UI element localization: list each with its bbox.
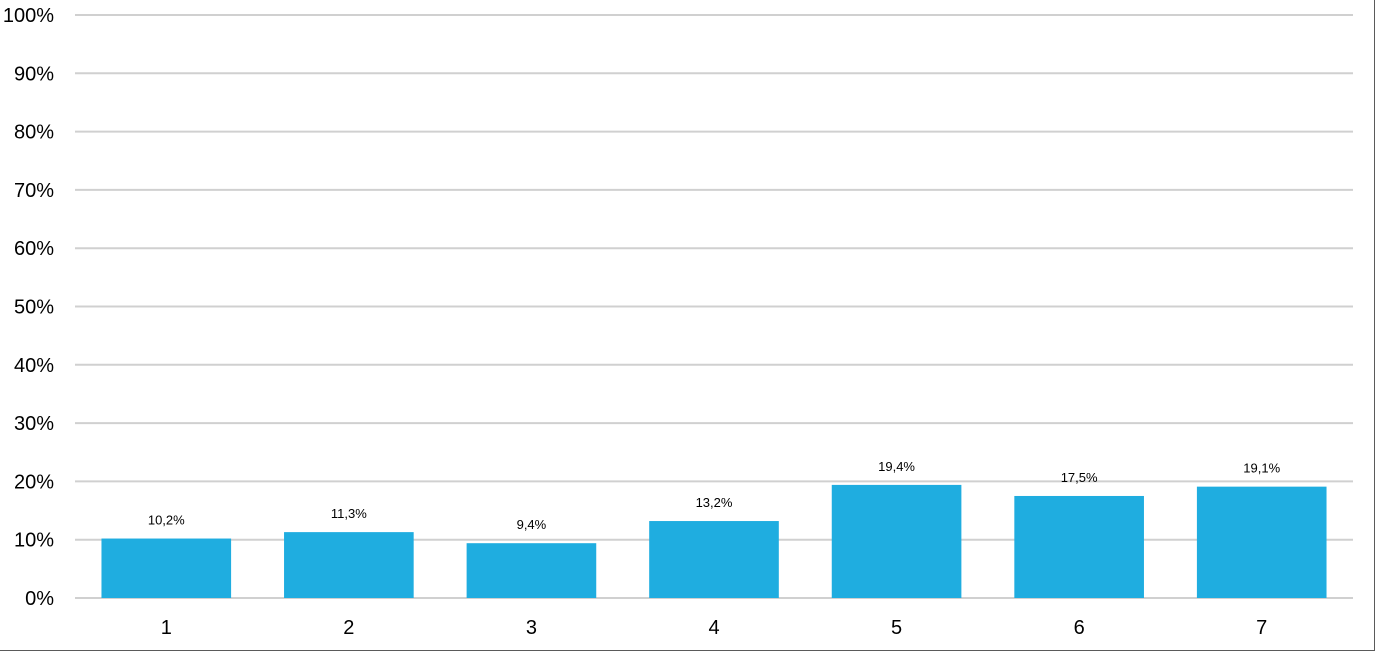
y-axis-ticks: 0% 10% 20% 30% 40% 50% 60% 70% 80% 90% 100%	[3, 5, 54, 610]
x-tick-label: 4	[708, 617, 719, 639]
data-labels: 10,2% 11,3% 9,4% 13,2% 19,4% 17,5% 19,1%	[148, 459, 1281, 532]
data-label: 19,1%	[1243, 461, 1280, 476]
bar-3	[466, 543, 597, 598]
data-label: 10,2%	[148, 513, 185, 528]
y-tick-label: 90%	[14, 63, 54, 85]
y-tick-label: 40%	[14, 355, 54, 377]
x-tick-label: 7	[1256, 617, 1267, 639]
y-tick-label: 100%	[3, 5, 54, 27]
y-tick-label: 50%	[14, 297, 54, 319]
data-label: 13,2%	[696, 495, 733, 510]
bar-1	[101, 538, 232, 598]
gridlines	[75, 14, 1353, 599]
x-tick-label: 6	[1074, 617, 1085, 639]
data-label: 17,5%	[1061, 470, 1098, 485]
x-tick-label: 2	[343, 617, 354, 639]
bar-2	[284, 532, 414, 598]
bars	[101, 484, 1327, 598]
x-tick-label: 3	[526, 617, 537, 639]
bar-5	[831, 484, 962, 598]
bar-6	[1014, 495, 1144, 598]
data-label: 19,4%	[878, 459, 915, 474]
y-tick-label: 0%	[25, 588, 54, 610]
y-tick-label: 70%	[14, 180, 54, 202]
bar-4	[649, 521, 779, 598]
x-tick-label: 5	[891, 617, 902, 639]
y-tick-label: 80%	[14, 122, 54, 144]
data-label: 11,3%	[331, 506, 367, 521]
x-tick-label: 1	[161, 617, 172, 639]
y-tick-label: 60%	[14, 238, 54, 260]
y-tick-label: 20%	[14, 471, 54, 493]
x-axis-ticks: 1 2 3 4 5 6 7	[161, 617, 1268, 639]
y-tick-label: 30%	[14, 413, 54, 435]
y-tick-label: 10%	[14, 530, 54, 552]
bar-7	[1196, 486, 1327, 598]
data-label: 9,4%	[517, 517, 547, 532]
